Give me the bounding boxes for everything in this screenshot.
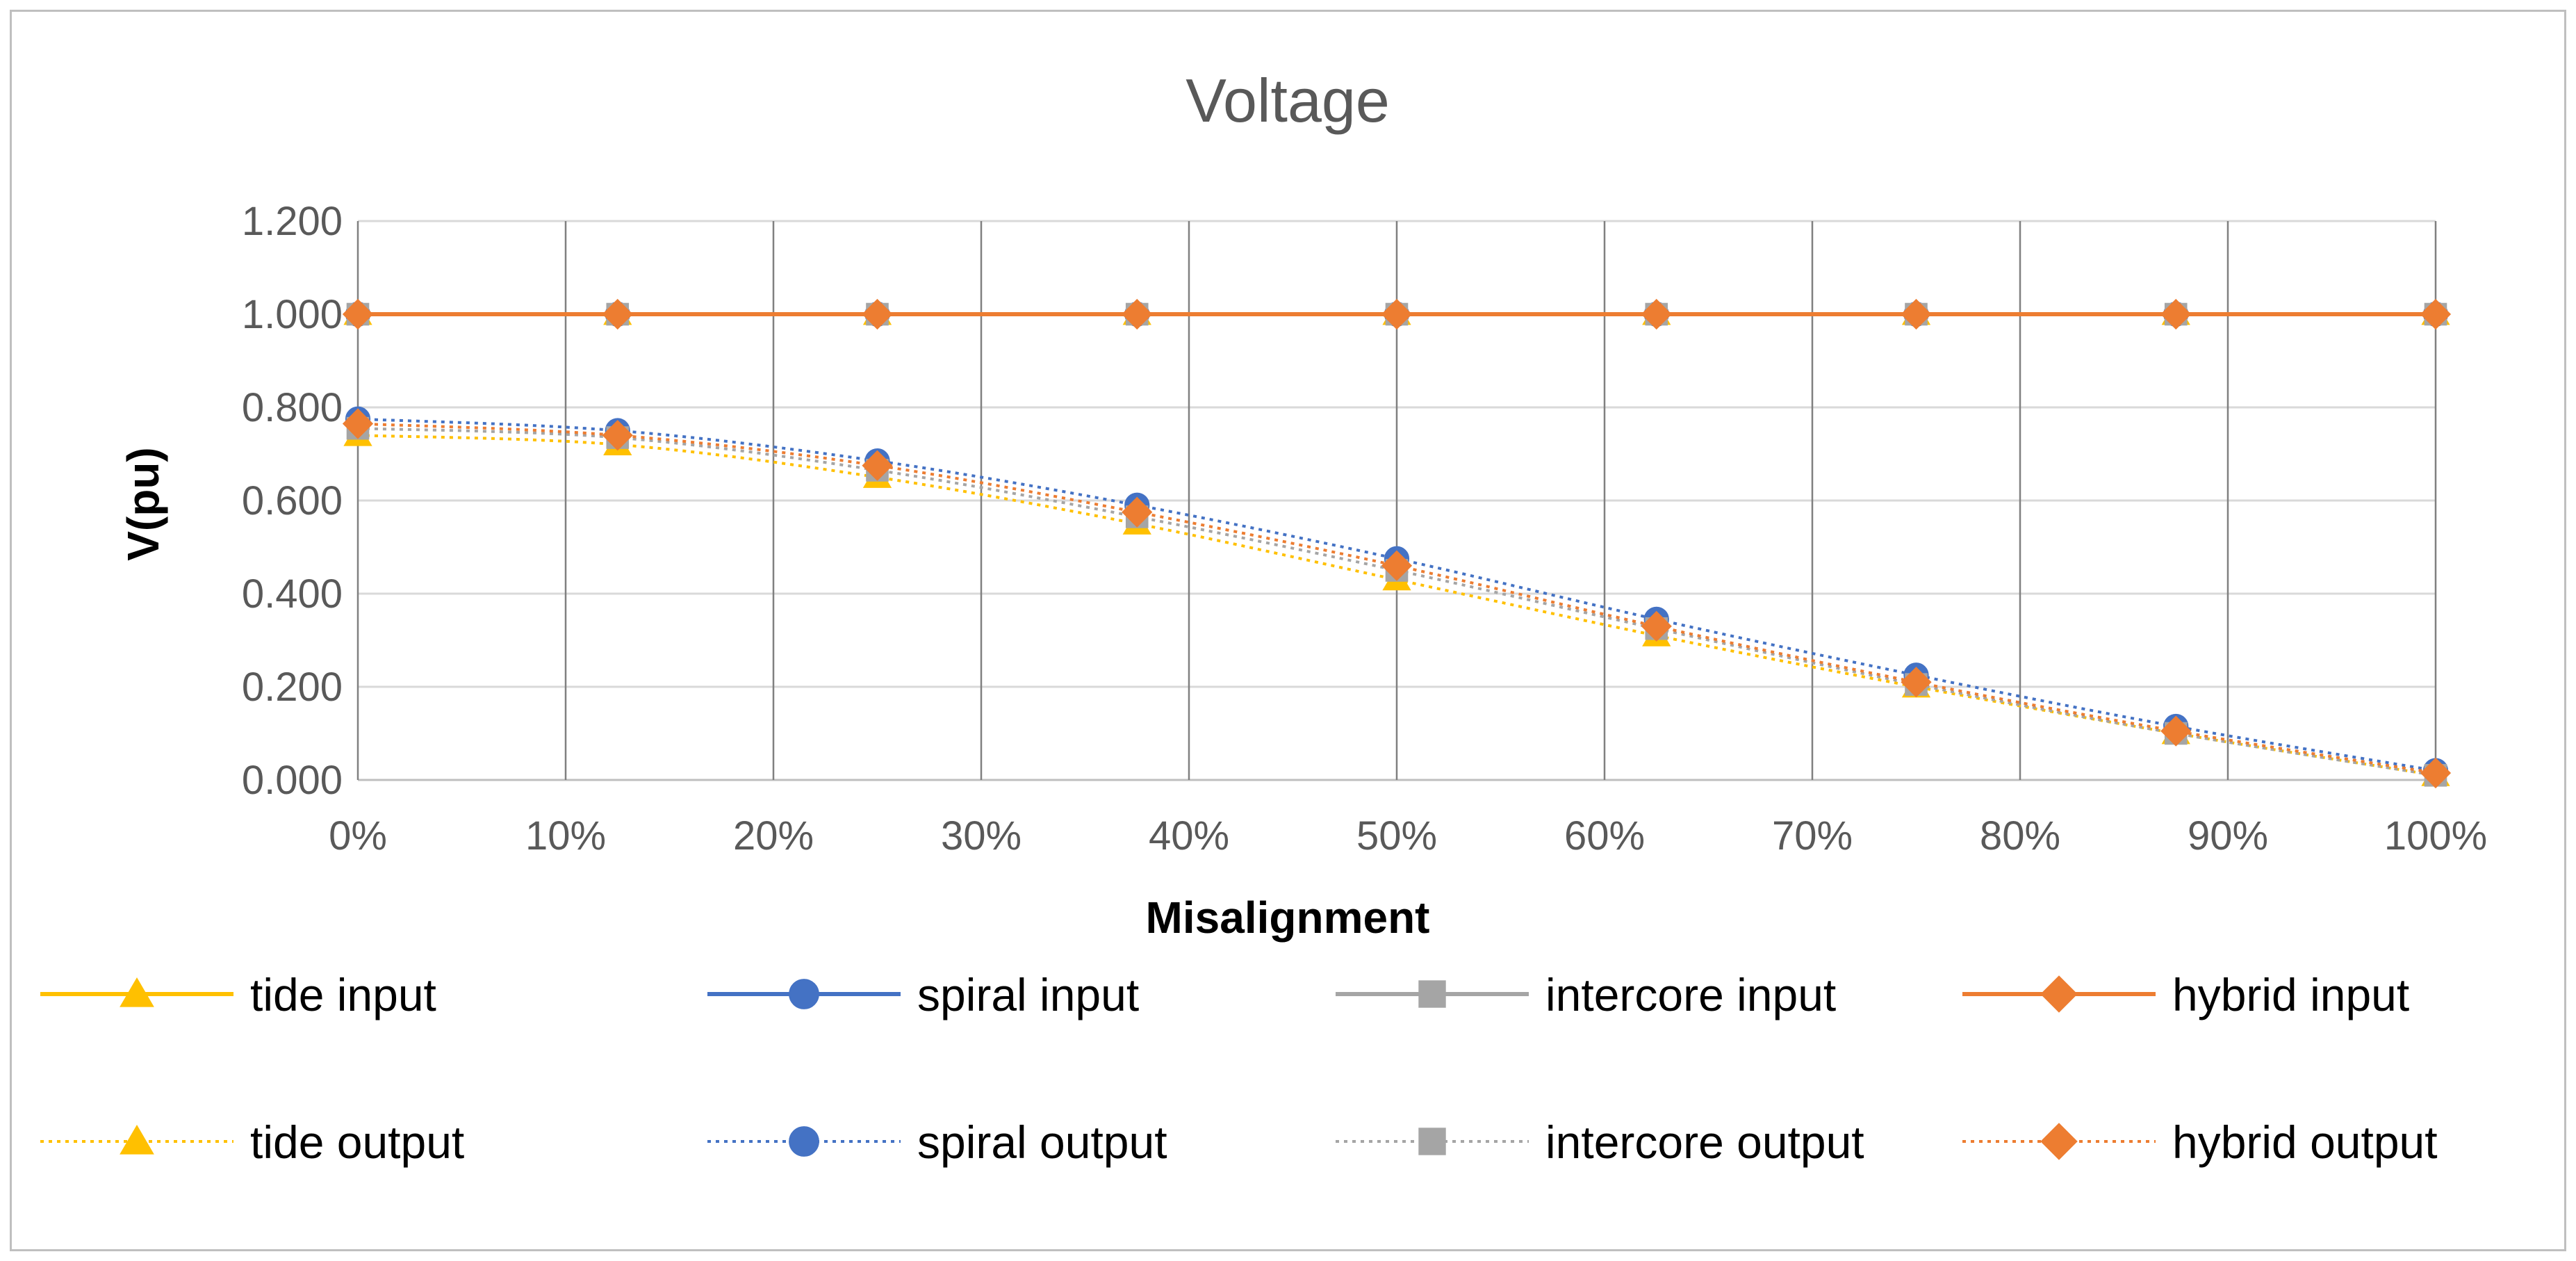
legend-marker-diamond xyxy=(2040,975,2078,1013)
legend-label: tide input xyxy=(250,969,436,1020)
data-point-hybrid-output xyxy=(1641,610,1672,642)
x-tick-label: 30% xyxy=(941,813,1022,859)
data-point-hybrid-output xyxy=(1381,550,1413,581)
legend-marker-triangle xyxy=(120,977,154,1007)
legend-label: hybrid input xyxy=(2172,969,2409,1020)
data-point-hybrid-output xyxy=(342,408,374,439)
x-axis-title: Misalignment xyxy=(1146,893,1430,943)
data-point-hybrid-output xyxy=(2420,757,2452,789)
data-point-hybrid-output xyxy=(1122,496,1153,528)
data-point-hybrid-input xyxy=(342,298,374,330)
y-tick-label: 0.400 xyxy=(242,571,343,617)
legend-label: spiral output xyxy=(917,1116,1167,1168)
x-tick-label: 60% xyxy=(1564,813,1645,859)
legend: tide input spiral input intercore input hyb… xyxy=(40,969,2438,1168)
y-tick-label: 0.000 xyxy=(242,758,343,803)
axis-tick-labels: 0.000 0.200 0.400 0.600 0.800 1.000 1.200 0% 10%… xyxy=(242,199,2487,859)
chart-title: Voltage xyxy=(1186,66,1390,135)
data-point-hybrid-output xyxy=(2160,715,2192,747)
y-tick-label: 0.800 xyxy=(242,385,343,430)
data-point-hybrid-output xyxy=(602,420,633,451)
data-point-hybrid-input xyxy=(1122,298,1153,330)
series-hybrid-input xyxy=(342,298,2452,330)
data-point-hybrid-input xyxy=(862,298,893,330)
legend-marker-diamond xyxy=(2040,1123,2078,1160)
series-line-hybrid-output xyxy=(357,422,2436,774)
legend-marker-circle xyxy=(789,979,819,1009)
chart-area xyxy=(10,10,2566,1251)
legend-item-tide-output: tide output xyxy=(40,1116,464,1168)
legend-item-hybrid-output: hybrid output xyxy=(1962,1116,2438,1168)
data-point-hybrid-output xyxy=(1901,667,1932,698)
legend-item-tide-input: tide input xyxy=(40,969,436,1020)
data-point-hybrid-input xyxy=(1381,298,1413,330)
legend-item-spiral-input: spiral input xyxy=(707,969,1139,1020)
y-tick-label: 1.200 xyxy=(242,199,343,244)
y-tick-label: 0.200 xyxy=(242,665,343,710)
series-line-spiral-output xyxy=(357,417,2436,772)
x-tick-label: 50% xyxy=(1356,813,1437,859)
x-tick-label: 0% xyxy=(329,813,387,859)
legend-label: tide output xyxy=(250,1116,464,1168)
x-tick-label: 90% xyxy=(2188,813,2268,859)
data-point-hybrid-input xyxy=(1641,298,1672,330)
data-point-hybrid-input xyxy=(2420,298,2452,330)
legend-item-intercore-output: intercore output xyxy=(1336,1116,1864,1168)
legend-marker-square xyxy=(1418,1128,1446,1155)
legend-marker-triangle xyxy=(120,1125,154,1155)
x-tick-label: 80% xyxy=(1980,813,2060,859)
legend-label: intercore input xyxy=(1545,969,1836,1020)
x-tick-label: 40% xyxy=(1149,813,1229,859)
y-axis-title: V(pu) xyxy=(118,447,168,561)
data-point-hybrid-input xyxy=(1901,298,1932,330)
data-point-hybrid-input xyxy=(602,298,633,330)
legend-item-intercore-input: intercore input xyxy=(1336,969,1836,1020)
legend-label: hybrid output xyxy=(2172,1116,2438,1168)
y-tick-label: 1.000 xyxy=(242,292,343,337)
legend-item-hybrid-input: hybrid input xyxy=(1962,969,2409,1020)
x-tick-label: 10% xyxy=(525,813,606,859)
legend-label: intercore output xyxy=(1545,1116,1864,1168)
x-tick-label: 20% xyxy=(733,813,814,859)
data-point-hybrid-output xyxy=(862,450,893,481)
legend-label: spiral input xyxy=(917,969,1139,1020)
x-tick-label: 100% xyxy=(2384,813,2487,859)
x-tick-label: 70% xyxy=(1772,813,1853,859)
series-hybrid-output xyxy=(342,408,2452,789)
legend-marker-square xyxy=(1418,980,1446,1008)
data-point-hybrid-input xyxy=(2160,298,2192,330)
series-layer xyxy=(342,298,2452,789)
legend-item-spiral-output: spiral output xyxy=(707,1116,1167,1168)
y-tick-label: 0.600 xyxy=(242,478,343,523)
legend-marker-circle xyxy=(789,1126,819,1157)
